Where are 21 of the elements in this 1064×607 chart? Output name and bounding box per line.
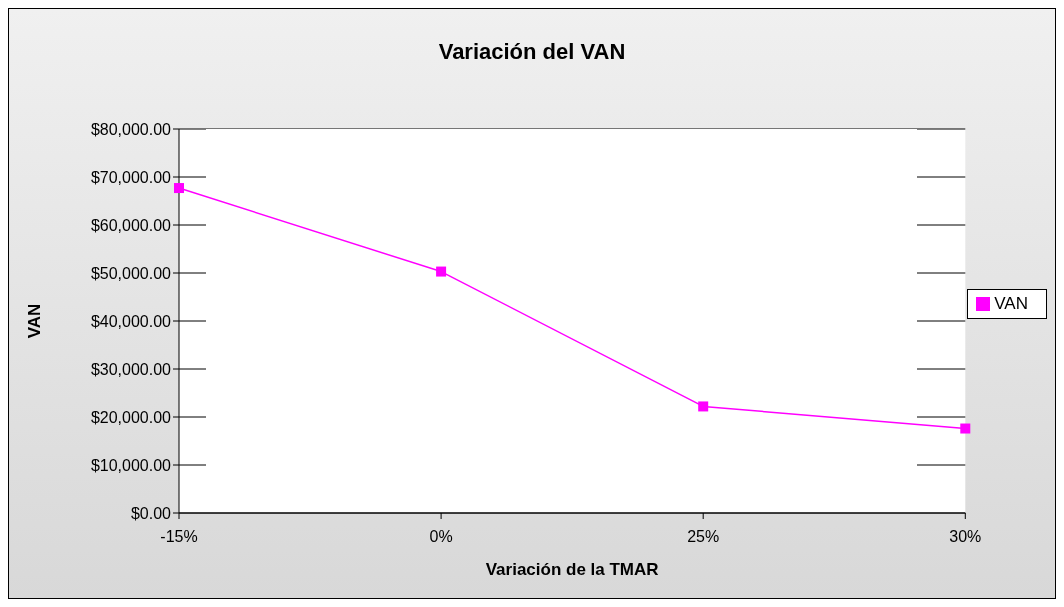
chart-title: Variación del VAN bbox=[437, 39, 627, 65]
y-tick-label: $80,000.00 bbox=[90, 120, 172, 138]
y-tick-label: $40,000.00 bbox=[90, 312, 172, 330]
x-tick-label: -15% bbox=[160, 528, 198, 546]
y-tick-label: $20,000.00 bbox=[90, 408, 172, 426]
y-tick-label: $30,000.00 bbox=[90, 360, 172, 378]
legend-label: VAN bbox=[994, 293, 1028, 313]
y-axis-title: VAN bbox=[25, 303, 45, 339]
y-tick-label: $50,000.00 bbox=[90, 264, 172, 282]
y-tick-label: $60,000.00 bbox=[90, 216, 172, 234]
point bbox=[698, 401, 709, 412]
x-tick-label: 25% bbox=[687, 528, 720, 546]
x-axis-title: Variación de la TMAR bbox=[485, 560, 659, 579]
point bbox=[960, 423, 971, 434]
y-tick-label: $0.00 bbox=[130, 504, 172, 522]
y-tick-label: $10,000.00 bbox=[90, 456, 172, 474]
point bbox=[174, 183, 184, 194]
x-tick-label: 30% bbox=[949, 528, 982, 546]
point bbox=[436, 266, 447, 277]
x-tick-label: 0% bbox=[429, 528, 453, 546]
y-tick-label: $70,000.00 bbox=[90, 168, 172, 186]
